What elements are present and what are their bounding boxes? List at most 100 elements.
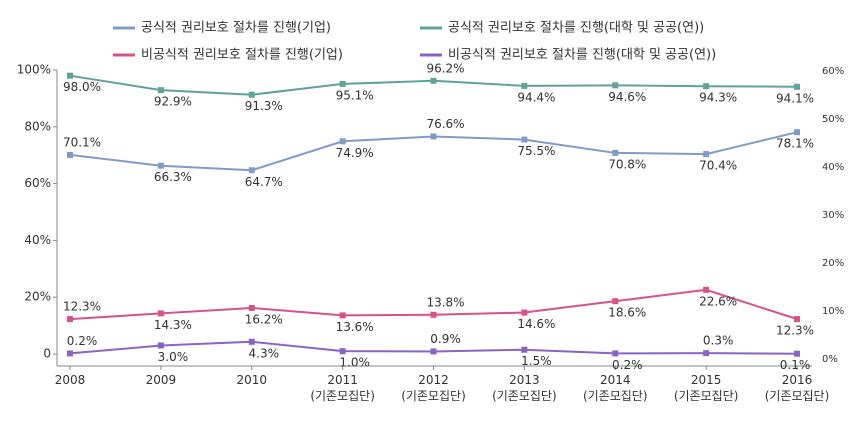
data-point <box>521 136 528 143</box>
data-point <box>339 348 346 355</box>
legend-label: 비공식적 권리보호 절차를 진행(기업) <box>141 47 343 63</box>
data-point <box>339 138 346 145</box>
legend-label: 공식적 권리보호 절차를 진행(대학 및 공공(연)) <box>448 20 704 36</box>
data-point <box>67 72 73 79</box>
data-label: 78.1% <box>776 137 814 151</box>
y-tick-label: 0 <box>43 347 51 361</box>
data-label: 0.2% <box>612 358 643 372</box>
y-tick-label: 100% <box>17 63 51 77</box>
data-label: 13.8% <box>426 295 464 309</box>
data-point <box>794 83 800 90</box>
x-tick-label: 2016 (기존모집단) <box>764 373 830 403</box>
data-label: 70.4% <box>699 159 737 173</box>
data-point <box>612 149 619 156</box>
data-point <box>157 342 164 349</box>
y2-tick-label: 10% <box>822 306 844 317</box>
data-point <box>67 151 73 158</box>
data-label: 94.1% <box>776 91 814 105</box>
data-label: 0.2% <box>67 334 98 348</box>
data-point <box>430 77 437 84</box>
data-label: 14.6% <box>517 317 555 331</box>
data-point <box>430 348 437 355</box>
data-point <box>794 129 800 136</box>
data-label: 13.6% <box>336 320 374 334</box>
data-point <box>430 311 437 318</box>
data-point <box>430 133 437 140</box>
data-point <box>703 151 710 158</box>
data-point <box>612 350 619 357</box>
x-tick-label: 2014 (기존모집단) <box>582 373 648 403</box>
data-point <box>339 312 346 319</box>
data-point <box>248 338 255 345</box>
data-label: 18.6% <box>608 306 646 320</box>
data-point <box>248 304 255 311</box>
data-point <box>339 80 346 87</box>
data-point <box>703 286 710 293</box>
y-tick-label: 80% <box>24 119 51 133</box>
data-label: 70.1% <box>63 135 101 149</box>
data-label: 1.5% <box>521 354 552 368</box>
y-tick-label: 60% <box>24 176 51 190</box>
data-label: 0.1% <box>780 358 811 372</box>
data-label: 76.6% <box>426 117 464 131</box>
y2-tick-label: 20% <box>822 258 844 269</box>
data-label: 74.9% <box>336 146 374 160</box>
data-label: 14.3% <box>154 318 192 332</box>
data-label: 98.0% <box>63 80 101 94</box>
data-point <box>612 298 619 305</box>
data-point <box>67 350 73 357</box>
data-point <box>157 162 164 169</box>
data-point <box>794 316 800 323</box>
data-point <box>794 350 800 357</box>
data-label: 96.2% <box>426 61 464 75</box>
data-point <box>521 82 528 89</box>
x-tick-label: 2011 (기존모집단) <box>310 373 375 403</box>
y-tick-label: 20% <box>24 290 51 304</box>
data-label: 12.3% <box>63 300 101 314</box>
x-tick-label: 2015 (기존모집단) <box>673 373 739 403</box>
x-tick-label: 2010 <box>236 373 268 387</box>
data-label: 94.4% <box>517 90 555 104</box>
data-label: 91.3% <box>245 99 283 113</box>
legend-label: 비공식적 권리보호 절차를 진행(대학 및 공공(연)) <box>448 47 716 63</box>
data-point <box>157 310 164 317</box>
data-label: 1.0% <box>339 356 370 370</box>
data-label: 12.3% <box>776 324 814 338</box>
data-label: 92.9% <box>154 95 192 109</box>
x-tick-label: 2012 (기존모집단) <box>401 373 466 403</box>
data-point <box>67 316 73 323</box>
data-point <box>703 83 710 90</box>
data-point <box>157 87 164 94</box>
y2-tick-label: 0% <box>822 354 838 365</box>
data-label: 0.9% <box>430 332 461 346</box>
data-label: 94.6% <box>608 90 646 104</box>
data-label: 3.0% <box>158 350 189 364</box>
x-tick-label: 2008 <box>54 373 86 387</box>
data-label: 16.2% <box>245 312 283 326</box>
y2-tick-label: 40% <box>822 162 844 173</box>
legend-label: 공식적 권리보호 절차를 진행(기업) <box>141 20 331 36</box>
y2-tick-label: 60% <box>822 66 844 77</box>
y2-tick-label: 30% <box>822 210 844 221</box>
data-point <box>248 91 255 98</box>
data-label: 0.3% <box>703 334 734 348</box>
data-point <box>248 167 255 174</box>
y-tick-label: 40% <box>24 233 51 247</box>
data-label: 75.5% <box>517 144 555 158</box>
data-label: 70.8% <box>608 157 646 171</box>
data-point <box>703 350 710 357</box>
data-point <box>612 82 619 89</box>
data-label: 95.1% <box>336 88 374 102</box>
x-tick-label: 2009 <box>145 373 177 387</box>
data-label: 22.6% <box>699 294 737 308</box>
data-point <box>521 309 528 316</box>
data-point <box>521 346 528 353</box>
data-label: 66.3% <box>154 170 192 184</box>
x-tick-label: 2013 (기존모집단) <box>492 373 557 403</box>
y2-tick-label: 50% <box>822 114 844 125</box>
data-label: 64.7% <box>245 175 283 189</box>
data-label: 4.3% <box>249 346 280 360</box>
data-label: 94.3% <box>699 91 737 105</box>
